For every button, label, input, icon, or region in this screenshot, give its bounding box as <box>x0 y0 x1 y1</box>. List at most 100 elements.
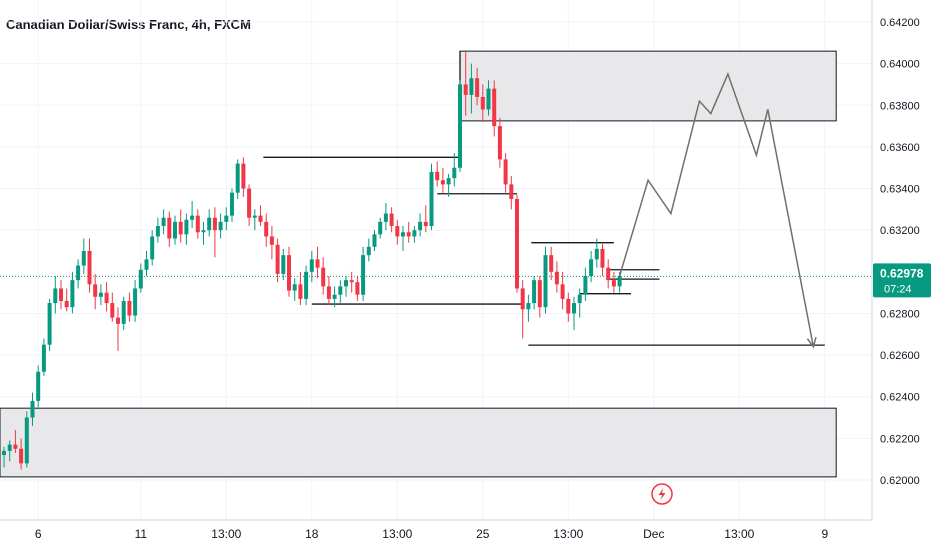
candle[interactable] <box>372 230 377 251</box>
candle[interactable] <box>549 246 554 281</box>
candle[interactable] <box>36 365 41 408</box>
candle[interactable] <box>218 213 223 239</box>
candle[interactable] <box>469 63 474 114</box>
candle[interactable] <box>258 205 263 227</box>
candle[interactable] <box>287 246 291 297</box>
candle[interactable] <box>275 238 280 283</box>
candle[interactable] <box>30 392 35 426</box>
candle[interactable] <box>378 217 383 239</box>
candle[interactable] <box>344 275 348 297</box>
candle[interactable] <box>173 215 177 245</box>
candle[interactable] <box>401 226 405 251</box>
candle[interactable] <box>264 213 269 247</box>
candle[interactable] <box>577 288 582 318</box>
candle[interactable] <box>190 201 195 229</box>
candle[interactable] <box>116 307 120 351</box>
candle[interactable] <box>230 188 234 222</box>
candle[interactable] <box>110 292 115 322</box>
candle[interactable] <box>338 280 343 304</box>
candle[interactable] <box>526 294 531 322</box>
candle[interactable] <box>452 153 457 187</box>
candle[interactable] <box>315 246 320 279</box>
candle[interactable] <box>104 282 109 312</box>
candle[interactable] <box>212 207 217 258</box>
candle[interactable] <box>269 226 274 260</box>
candle[interactable] <box>429 163 434 231</box>
candle[interactable] <box>537 275 542 318</box>
candle[interactable] <box>133 280 138 322</box>
candle[interactable] <box>332 286 337 308</box>
candle[interactable] <box>201 221 206 245</box>
candle[interactable] <box>554 261 559 293</box>
candle[interactable] <box>520 280 525 339</box>
lightning-icon[interactable] <box>651 483 673 505</box>
candle[interactable] <box>241 157 246 197</box>
candle[interactable] <box>252 209 257 231</box>
candle[interactable] <box>292 278 297 301</box>
candle[interactable] <box>418 213 423 237</box>
candle[interactable] <box>361 246 366 301</box>
candle[interactable] <box>475 67 480 106</box>
candle[interactable] <box>566 292 571 322</box>
candle[interactable] <box>503 153 508 193</box>
candle[interactable] <box>2 446 6 468</box>
candle[interactable] <box>406 221 411 243</box>
candle[interactable] <box>247 184 252 227</box>
candle[interactable] <box>121 296 126 331</box>
candle[interactable] <box>440 167 445 193</box>
candle[interactable] <box>321 257 326 295</box>
candle[interactable] <box>611 271 616 293</box>
candle[interactable] <box>486 80 491 116</box>
candle[interactable] <box>98 284 103 306</box>
candle[interactable] <box>144 251 149 276</box>
candle[interactable] <box>41 338 46 376</box>
candle[interactable] <box>7 440 12 462</box>
candle[interactable] <box>161 209 166 235</box>
candle[interactable] <box>93 273 98 310</box>
candle[interactable] <box>207 209 212 237</box>
candle[interactable] <box>53 275 58 314</box>
candle[interactable] <box>480 84 485 122</box>
candle[interactable] <box>366 238 371 262</box>
candle[interactable] <box>155 217 160 243</box>
candle[interactable] <box>395 219 400 245</box>
candle[interactable] <box>435 161 440 187</box>
candle[interactable] <box>47 298 52 351</box>
candle[interactable] <box>235 159 240 199</box>
candle[interactable] <box>606 259 611 289</box>
candle[interactable] <box>127 292 132 322</box>
candle[interactable] <box>59 280 63 310</box>
candle[interactable] <box>13 430 18 453</box>
candle[interactable] <box>572 296 576 331</box>
supply-demand-zone[interactable] <box>459 50 837 122</box>
candle[interactable] <box>349 271 354 293</box>
candle[interactable] <box>560 271 565 310</box>
candle[interactable] <box>543 246 548 314</box>
candle[interactable] <box>24 411 29 468</box>
candle[interactable] <box>509 176 514 210</box>
candle[interactable] <box>64 288 69 312</box>
candle[interactable] <box>309 251 314 283</box>
candle[interactable] <box>298 271 303 306</box>
candle[interactable] <box>458 80 462 172</box>
candle[interactable] <box>19 438 24 470</box>
candle[interactable] <box>583 267 588 301</box>
candle[interactable] <box>195 209 200 239</box>
candle[interactable] <box>515 194 519 293</box>
candle[interactable] <box>383 203 388 231</box>
candle[interactable] <box>138 263 143 293</box>
candle[interactable] <box>594 238 599 268</box>
candle[interactable] <box>589 251 594 283</box>
candle[interactable] <box>463 51 468 116</box>
candle[interactable] <box>304 265 309 306</box>
candle[interactable] <box>532 275 537 310</box>
candle[interactable] <box>184 213 189 245</box>
candle[interactable] <box>446 173 451 197</box>
candle[interactable] <box>423 205 428 233</box>
candle[interactable] <box>76 259 81 289</box>
supply-demand-zone[interactable] <box>0 407 837 478</box>
candle[interactable] <box>600 242 605 276</box>
candle[interactable] <box>326 275 331 306</box>
candle[interactable] <box>70 271 75 314</box>
